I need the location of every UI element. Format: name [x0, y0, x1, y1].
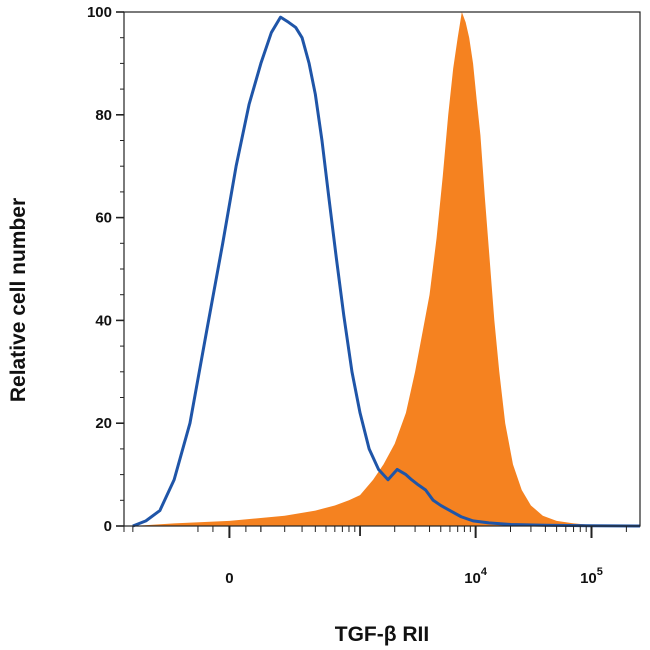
plot-frame [123, 11, 641, 527]
x-tick-label: 105 [580, 566, 603, 587]
x-tick-label: 0 [225, 570, 233, 587]
x-tick-base: 10 [580, 570, 597, 587]
y-tick-label: 20 [95, 415, 112, 432]
y-tick-label: 60 [95, 210, 112, 227]
x-axis-title: TGF-β RII [335, 623, 429, 646]
y-tick-label: 100 [87, 4, 112, 21]
x-tick-label: 104 [464, 566, 488, 587]
x-tick-base: 0 [225, 570, 233, 587]
y-tick-label: 40 [95, 312, 112, 329]
x-axis: 0 104 105 [123, 526, 627, 587]
y-tick-label: 80 [95, 107, 112, 124]
x-tick-exponent: 4 [481, 566, 488, 578]
x-tick-exponent: 5 [597, 566, 603, 578]
series-0-outline-histogram [132, 15, 641, 528]
y-axis-title: Relative cell number [7, 198, 30, 402]
x-tick-base: 10 [464, 570, 481, 587]
series-layer [132, 12, 641, 528]
series-1-filled-histogram [132, 12, 640, 526]
y-tick-label: 0 [104, 518, 112, 535]
y-axis: 0 20 40 60 80 100 [87, 4, 124, 535]
